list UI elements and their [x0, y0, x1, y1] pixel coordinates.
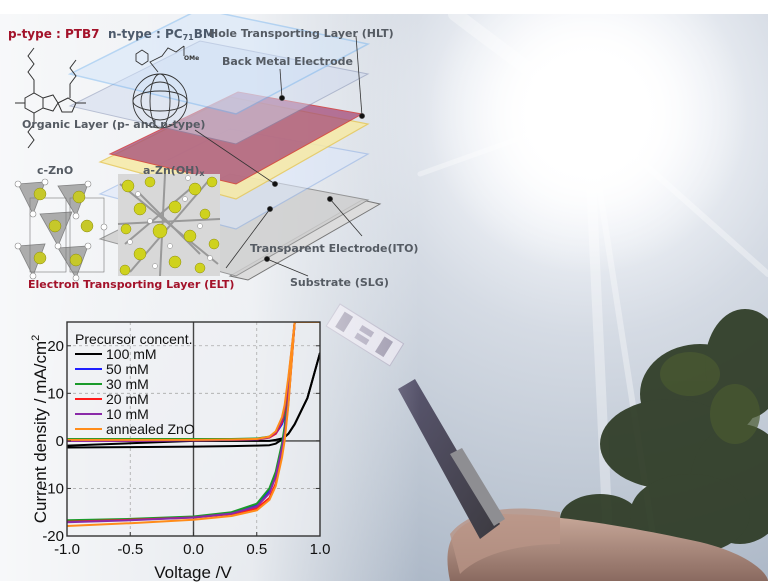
ptb7-structure-icon [15, 47, 86, 149]
legend-item: annealed ZnO [106, 421, 195, 437]
legend-item: 20 mM [106, 391, 149, 407]
label-hlt: Hole Transporting Layer (HLT) [209, 27, 394, 40]
legend-item: 10 mM [106, 406, 149, 422]
x-tick-label: 1.0 [310, 541, 331, 558]
x-tick-label: 0.5 [246, 541, 267, 558]
c-zno-crystal-icon [14, 178, 108, 282]
layer-diagram [14, 14, 382, 282]
curve-dark [67, 322, 320, 441]
legend-item: 100 mM [106, 346, 157, 362]
label-substrate: Substrate (SLG) [290, 276, 389, 289]
legend-item: 30 mM [106, 376, 149, 392]
legend-title: Precursor concent. [75, 331, 193, 347]
y-tick-label: -20 [42, 528, 64, 545]
sun-photo [325, 14, 768, 581]
x-tick-label: -1.0 [54, 541, 80, 558]
photo-background: p-type : PTB7 n-type : PC71BM OMe Hole T… [0, 14, 768, 581]
x-axis-label: Voltage /V [154, 563, 232, 582]
label-elt: Electron Transporting Layer (ELT) [28, 278, 235, 291]
tweezers [398, 379, 500, 539]
y-tick-label: 10 [47, 385, 64, 402]
y-tick-label: -10 [42, 480, 64, 497]
y-tick-label: 0 [56, 433, 64, 450]
pc71bm-structure-icon [132, 45, 188, 129]
axis-ticks: -1.0 -0.5 0.0 0.5 1.0 -20 -10 0 10 20 [42, 338, 330, 558]
jv-curve-chart: -1.0 -0.5 0.0 0.5 1.0 -20 -10 0 10 20 Precursor c… [30, 321, 330, 582]
a-znohx-structure-icon [117, 173, 221, 277]
label-back-metal: Back Metal Electrode [222, 55, 354, 68]
x-tick-label: 0.0 [183, 541, 204, 558]
p-type-label: p-type : PTB7 [8, 27, 100, 41]
curve-light [67, 322, 320, 527]
n-type-label: n-type : PC71BM [108, 27, 215, 42]
chart-curves [67, 322, 320, 527]
curve-light [67, 322, 320, 524]
ome-label: OMe [184, 55, 200, 62]
layer-back-metal [68, 40, 370, 145]
x-tick-label: -0.5 [117, 541, 143, 558]
layer-hlt [67, 14, 371, 115]
y-tick-label: 20 [47, 338, 64, 355]
label-a-znohx: a-Zn(OH)x [143, 164, 205, 178]
curve-light [67, 352, 320, 449]
legend-item: 50 mM [106, 361, 149, 377]
label-c-zno: c-ZnO [37, 164, 74, 177]
label-ito: Transparent Electrode(ITO) [250, 242, 419, 255]
label-organic: Organic Layer (p- and n-type) [22, 118, 206, 131]
y-axis-label: Current density / mA/cm2 [30, 335, 50, 523]
